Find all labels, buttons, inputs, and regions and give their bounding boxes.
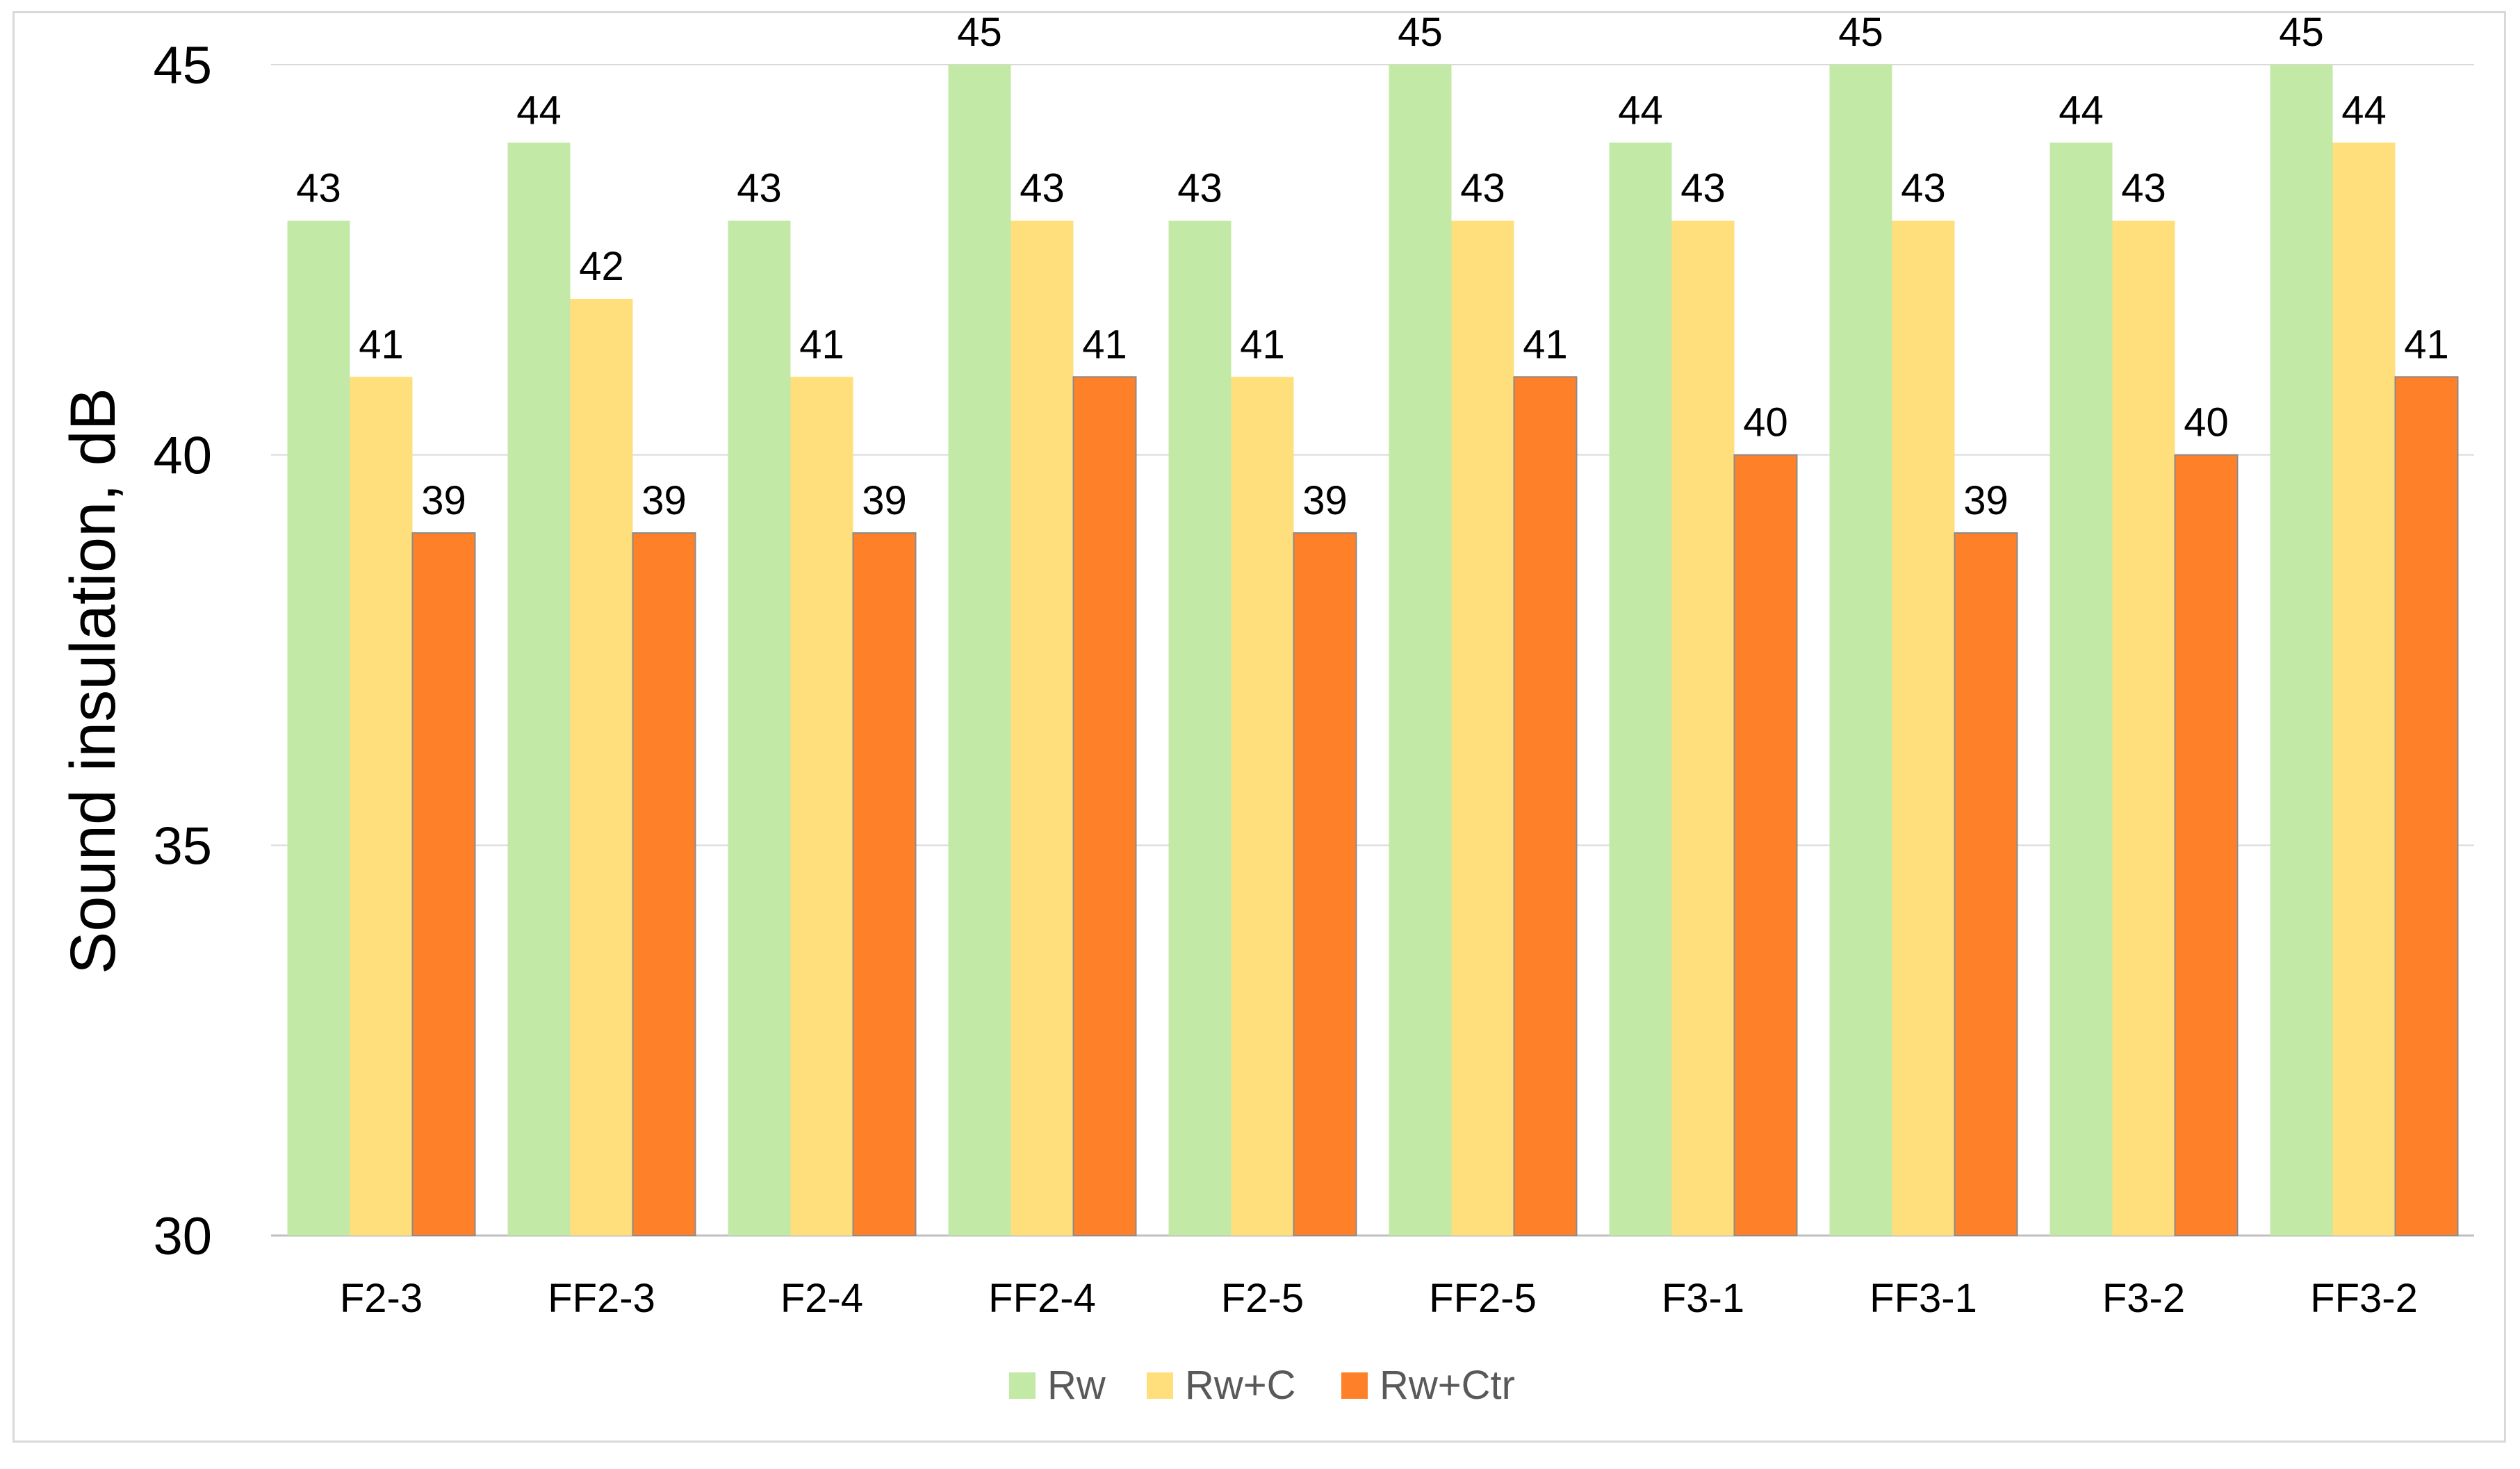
legend: Rw Rw+C Rw+Ctr [1009,1363,1515,1408]
x-tick-label: FF2-3 [548,1276,655,1321]
bar-rw [728,220,791,1236]
bar-rw-ctr [2394,376,2459,1236]
x-axis-ticks: F2-3 FF2-3 F2-4 FF2-4 F2-5 FF2-5 F3-1 FF3-1 F3-2… [340,1276,2418,1321]
bar-rw-c [570,299,633,1236]
x-tick-label: F3-2 [2102,1276,2185,1321]
x-tick-label: FF3-1 [1869,1276,1977,1321]
bar-rw [1609,142,1672,1236]
legend-label-rw-c: Rw+C [1185,1363,1296,1408]
x-tick-label: F2-3 [340,1276,423,1321]
data-label: 45 [2279,10,2324,55]
data-label: 39 [1302,478,1348,523]
y-tick-label: 30 [153,1207,212,1266]
y-tick-label: 40 [153,427,212,486]
data-label: 39 [1963,478,2008,523]
data-label: 45 [957,10,1002,55]
bar-rw-ctr [1293,532,1357,1236]
bar-rw-ctr [2174,454,2239,1237]
bar-rw-ctr [1733,454,1798,1237]
data-label: 43 [1680,166,1726,211]
legend-swatch-rw-ctr [1341,1372,1368,1399]
data-label: 41 [1240,322,1285,367]
bar-rw-ctr [1513,376,1578,1236]
bar-rw-c [1231,377,1294,1236]
x-tick-label: F2-5 [1221,1276,1304,1321]
bar-rw-ctr [852,532,917,1236]
data-label: 40 [2184,400,2229,445]
bar-rw [948,65,1011,1236]
bar-rw [507,142,571,1236]
bar-rw-c [1671,220,1735,1236]
data-label: 43 [1177,166,1222,211]
data-label: 41 [1082,322,1127,367]
legend-swatch-rw [1009,1372,1036,1399]
bar-rw [2270,65,2333,1236]
data-label: 39 [641,478,687,523]
data-label: 39 [421,478,466,523]
data-label: 44 [516,88,562,133]
bar-rw [287,220,350,1236]
bar-rw [1168,220,1232,1236]
data-label: 41 [799,322,844,367]
bar-rw [1829,65,1892,1236]
data-label: 44 [2341,88,2387,133]
bar-rw-ctr [632,532,696,1236]
bar-rw-ctr [1072,376,1137,1236]
bar-rw-ctr [411,532,476,1236]
data-label: 45 [1838,10,1883,55]
data-label: 43 [1901,166,1946,211]
bar-rw-c [1892,220,1955,1236]
data-label: 44 [2059,88,2104,133]
bar-rw-c [1451,220,1514,1236]
bar-rw-c [2332,142,2396,1236]
bar-rw-c [2112,220,2175,1236]
data-label: 41 [359,322,404,367]
data-label: 41 [2404,322,2449,367]
legend-label-rw: Rw [1047,1363,1106,1408]
data-label: 43 [1020,166,1065,211]
data-label: 45 [1398,10,1443,55]
x-tick-label: F3-1 [1662,1276,1744,1321]
y-tick-label: 45 [153,36,212,95]
data-label: 43 [2121,166,2166,211]
y-tick-label: 35 [153,816,212,876]
data-label: 44 [1618,88,1663,133]
bar-rw [1389,65,1452,1236]
bar-rw-c [1011,220,1074,1236]
bar-rw-c [350,377,413,1236]
x-tick-label: F2-4 [780,1276,863,1321]
data-label: 42 [579,244,624,289]
data-label: 39 [862,478,907,523]
legend-swatch-rw-c [1147,1372,1173,1399]
data-label: 41 [1523,322,1568,367]
bar-rw [2049,142,2113,1236]
data-label: 43 [296,166,341,211]
legend-label-rw-ctr: Rw+Ctr [1380,1363,1515,1408]
bars [287,65,2459,1237]
x-tick-label: FF3-2 [2310,1276,2418,1321]
x-tick-label: FF2-5 [1429,1276,1537,1321]
data-label: 43 [737,166,782,211]
x-tick-label: FF2-4 [988,1276,1096,1321]
y-axis-ticks: 30 35 40 45 [153,36,212,1266]
y-axis-title: Sound insulation, dB [58,388,129,974]
data-label: 43 [1460,166,1505,211]
bar-rw-c [790,377,853,1236]
data-labels: 43 41 39 44 42 39 43 41 39 45 43 41 43 41 39 45 43 41 44 43… [296,10,2449,523]
data-label: 40 [1743,400,1788,445]
bar-rw-ctr [1954,532,2018,1236]
